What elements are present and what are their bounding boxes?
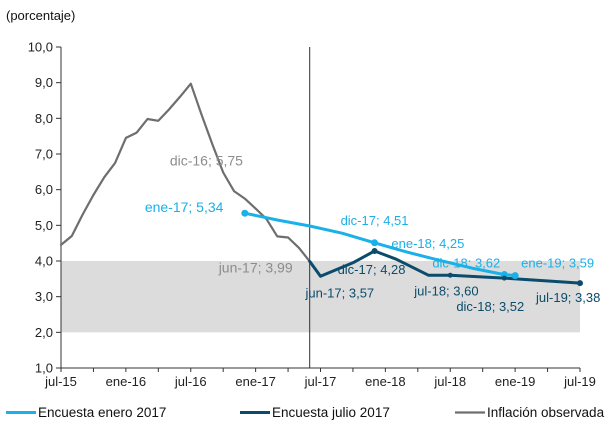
x-tick-label: jul-17: [304, 374, 337, 389]
y-tick-label: 3,0: [35, 289, 53, 304]
data-label: dic-18; 3,52: [456, 299, 524, 314]
x-tick-label: ene-17: [235, 374, 275, 389]
data-label: jul-18; 3,60: [413, 283, 478, 298]
y-tick-label: 8,0: [35, 111, 53, 126]
series-line-1: [243, 211, 517, 278]
data-label: ene-19; 3,59: [521, 256, 594, 271]
y-tick-label: 1,0: [35, 361, 53, 376]
x-tick-label: jul-15: [44, 374, 77, 389]
y-tick-label: 5,0: [35, 218, 53, 233]
y-axis-label: (porcentaje): [6, 8, 75, 23]
data-point-marker: [501, 275, 507, 281]
x-tick-label: jul-19: [563, 374, 596, 389]
axes-layer: 1,0 2,0 3,0 4,0 5,0 6,0 7,0 8,0 9,0 10,0 jul-15 ene…: [28, 40, 596, 390]
data-label: jul-19; 3,38: [535, 290, 600, 305]
legend-label-3: Inflación observada: [487, 405, 605, 420]
y-tick-label: 7,0: [35, 147, 53, 162]
legend: Encuesta enero 2017 Encuesta julio 2017 In…: [6, 405, 605, 420]
y-tick-label: 2,0: [35, 325, 53, 340]
data-point-marker: [371, 239, 379, 247]
x-tick-label: jul-18: [433, 374, 466, 389]
data-point-marker: [577, 280, 583, 287]
data-label: dic-16; 5,75: [170, 153, 243, 169]
series-line-3: [59, 82, 311, 263]
y-tick-label: 9,0: [35, 75, 53, 90]
y-tick-label: 6,0: [35, 182, 53, 197]
series-layer: [59, 82, 583, 287]
data-point-marker: [447, 272, 453, 278]
data-label: dic-17; 4,28: [338, 262, 406, 277]
data-label: dic-18; 3,62: [432, 256, 500, 271]
legend-label-1: Encuesta enero 2017: [38, 405, 166, 420]
y-tick-label: 4,0: [35, 254, 53, 269]
data-label-layer: ene-17; 5,34 dic-17; 4,51 ene-18; 4,25 dic-…: [145, 153, 601, 315]
data-point-marker: [241, 209, 249, 217]
data-point-marker: [371, 248, 378, 255]
data-label: jun-17; 3,99: [218, 259, 293, 275]
data-label: ene-17; 5,34: [145, 199, 224, 215]
data-label: jun-17; 3,57: [305, 285, 375, 300]
x-tick-label: ene-16: [106, 374, 146, 389]
y-tick-label: 10,0: [28, 40, 53, 55]
x-tick-label: ene-18: [365, 374, 405, 389]
data-point-marker: [500, 271, 508, 279]
data-point-marker: [511, 272, 519, 280]
data-label: ene-18; 4,25: [391, 236, 464, 251]
legend-label-2: Encuesta julio 2017: [272, 405, 390, 420]
data-label: dic-17; 4,51: [341, 213, 409, 228]
x-tick-label: ene-19: [495, 374, 535, 389]
x-tick-label: jul-16: [174, 374, 207, 389]
series-line-2: [308, 249, 582, 285]
